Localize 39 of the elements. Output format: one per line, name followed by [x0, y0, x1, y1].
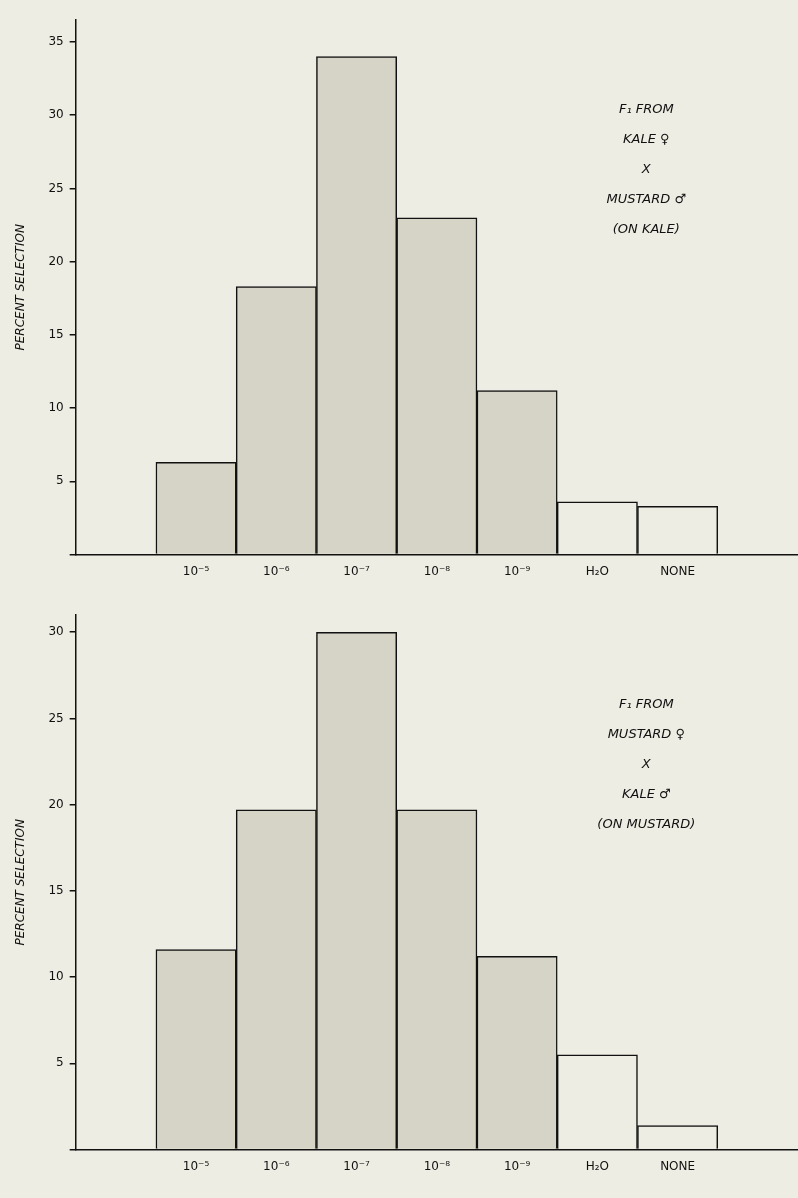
y-tick-label: 30: [48, 107, 64, 122]
x-tick-label: 10⁻⁶: [263, 1158, 290, 1173]
y-tick-label: 10: [48, 969, 64, 984]
x-tick-label: 10⁻⁹: [503, 563, 531, 578]
annotation: X: [640, 756, 652, 772]
x-tick-label: H₂O: [585, 1158, 609, 1173]
y-tick-label: 25: [48, 180, 64, 195]
x-tick-label: NONE: [660, 1158, 696, 1173]
x-tick-label: 10⁻⁸: [423, 563, 451, 578]
y-tick-label: 35: [48, 34, 64, 49]
annotation: F₁ FROM: [618, 101, 674, 117]
annotation: KALE ♂: [621, 786, 671, 802]
annotation: MUSTARD ♂: [606, 191, 687, 207]
x-tick-label: 10⁻⁷: [343, 563, 370, 578]
y-tick-label: 25: [48, 710, 64, 725]
y-tick-label: 5: [56, 1055, 64, 1070]
x-tick-label: 10⁻⁶: [263, 563, 290, 578]
y-tick-label: 30: [48, 624, 64, 639]
y-tick-label: 15: [48, 327, 64, 342]
x-tick-label: 10⁻⁹: [503, 1158, 531, 1173]
annotation: MUSTARD ♀: [607, 726, 685, 742]
x-tick-label: 10⁻⁵: [182, 1158, 210, 1173]
x-tick-label: NONE: [660, 563, 696, 578]
annotation: (ON MUSTARD): [597, 816, 696, 832]
annotation: (ON KALE): [612, 221, 680, 237]
y-tick-label: 20: [48, 796, 64, 811]
y-tick-label: 10: [48, 400, 64, 415]
annotation: X: [640, 161, 652, 177]
x-tick-label: 10⁻⁵: [182, 563, 210, 578]
x-tick-label: 10⁻⁸: [423, 1158, 451, 1173]
x-tick-label: H₂O: [585, 563, 609, 578]
annotation: F₁ FROM: [618, 696, 674, 712]
x-tick-label: 10⁻⁷: [343, 1158, 370, 1173]
y-tick-label: 5: [56, 473, 64, 488]
annotation: KALE ♀: [623, 131, 670, 147]
y-axis-title: PERCENT SELECTION: [13, 819, 28, 946]
y-tick-label: 15: [48, 883, 64, 898]
y-tick-label: 20: [48, 253, 64, 268]
y-axis-title: PERCENT SELECTION: [13, 224, 28, 351]
